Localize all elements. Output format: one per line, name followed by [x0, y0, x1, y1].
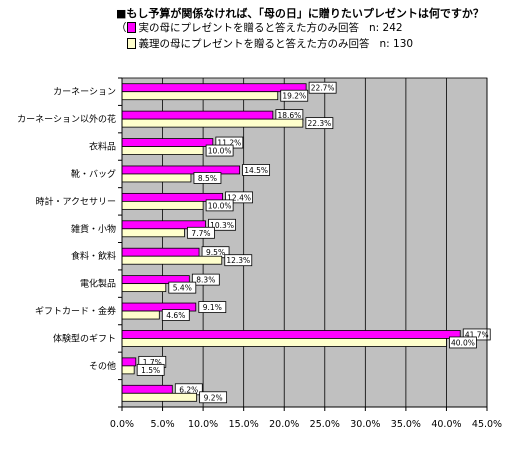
bar [121, 365, 135, 375]
data-label-box [168, 281, 197, 294]
data-label: 6.2% [179, 385, 198, 394]
plot-border [121, 77, 488, 408]
x-tick-label: 45.0% [472, 419, 502, 430]
category-label: カーネーション [53, 87, 116, 98]
bar [121, 118, 304, 128]
plot-area [122, 78, 487, 407]
data-label: 40.0% [451, 338, 475, 347]
category-label: 体験型のギフト [53, 332, 116, 344]
legend-label-series-1: 実の母にプレゼントを贈ると答えた方のみ回答 [138, 22, 360, 34]
category-label: カーネーション以外の花 [17, 113, 116, 125]
data-label: 12.3% [226, 256, 250, 265]
data-label: 10.0% [208, 147, 232, 156]
data-label: 14.5% [244, 166, 268, 175]
data-label-box [308, 81, 337, 94]
data-label-box [224, 254, 253, 267]
x-tick-label: 0.0% [110, 419, 134, 430]
data-label-box [187, 226, 215, 239]
bar [121, 283, 167, 293]
data-label: 41.7% [465, 330, 489, 339]
bar [121, 247, 200, 257]
bar [121, 357, 137, 367]
data-label: 9.1% [203, 303, 222, 312]
data-label: 9.2% [204, 393, 223, 402]
legend-entry-series-1: （ 実の母にプレゼントを贈ると答えた方のみ回答 n: 242 [116, 20, 403, 35]
legend-label-series-2: 義理の母にプレゼントを贈ると答えた方のみ回答 [138, 38, 370, 50]
bar [121, 91, 279, 101]
bar [121, 384, 173, 394]
x-tick-label: 5.0% [150, 419, 174, 430]
bar [121, 138, 214, 147]
data-label: 9.5% [206, 248, 225, 257]
legend-swatch-series-1 [126, 22, 136, 33]
data-label-box [242, 164, 271, 176]
data-label: 7.7% [191, 229, 210, 238]
x-tick-label: 20.0% [269, 419, 299, 430]
x-tick-label: 10.0% [188, 419, 218, 430]
data-label: 8.5% [198, 174, 217, 183]
data-label-box [198, 301, 227, 313]
category-label: 衣料品 [89, 141, 116, 153]
data-label: 4.6% [166, 311, 185, 320]
data-label-box [305, 117, 334, 130]
data-label: 1.7% [143, 358, 162, 367]
data-label: 10.3% [210, 221, 234, 230]
x-tick-label: 30.0% [350, 419, 380, 430]
legend-swatch-series-2 [126, 38, 136, 49]
bar [121, 146, 204, 155]
x-tick-label: 35.0% [391, 419, 421, 430]
data-label-box [205, 144, 234, 157]
data-label-box [449, 336, 477, 349]
data-label: 1.5% [141, 366, 160, 375]
data-label-box [199, 391, 228, 404]
bar [121, 83, 307, 93]
data-label-box [136, 363, 165, 376]
category-label: 雑貨・小物 [71, 223, 116, 235]
data-label: 5.4% [173, 284, 192, 293]
bar [121, 338, 447, 347]
category-label: 電化製品 [80, 278, 116, 290]
category-label: その他 [89, 360, 116, 372]
legend-entry-series-2: （ 義理の母にプレゼントを贈ると答えた方のみ回答 n: 130 [116, 36, 413, 51]
data-label-box [191, 273, 220, 286]
legend-n-series-2: n: 130 [379, 37, 414, 50]
bar [121, 228, 185, 238]
data-label-box [208, 218, 236, 231]
x-tick-label: 40.0% [431, 419, 461, 430]
data-label: 22.3% [307, 119, 331, 128]
bar [121, 255, 223, 265]
legend-n-series-1: n: 242 [369, 21, 403, 34]
data-label-box [280, 89, 309, 102]
data-label-box [193, 172, 222, 184]
bar [121, 330, 461, 339]
data-label: 11.2% [217, 139, 241, 148]
bar [121, 310, 160, 320]
category-label: 時計・アクセサリー [35, 195, 116, 207]
bar [121, 165, 241, 175]
data-label: 10.0% [208, 201, 232, 210]
data-label: 12.4% [227, 193, 251, 202]
data-label: 8.3% [196, 276, 215, 285]
bar [121, 173, 192, 183]
data-label: 22.7% [311, 84, 335, 93]
x-tick-label: 25.0% [310, 419, 340, 430]
data-label-box [225, 191, 253, 204]
category-label: 食料・飲料 [71, 250, 116, 262]
category-label: 靴・バッグ [71, 168, 116, 180]
bar [121, 392, 198, 402]
bar [121, 110, 274, 120]
category-label: ギフトカード・金券 [35, 305, 116, 317]
data-label-box [161, 309, 190, 321]
data-label: 18.6% [277, 111, 301, 120]
chart-title: ■もし予算が関係なければ、「母の日」に贈りたいプレゼントは何ですか？ [116, 7, 484, 20]
bar [121, 200, 204, 210]
data-label: 19.2% [282, 92, 306, 101]
data-label-box [205, 199, 234, 212]
legend-open-paren: （ [116, 22, 127, 34]
x-tick-label: 15.0% [229, 419, 259, 430]
